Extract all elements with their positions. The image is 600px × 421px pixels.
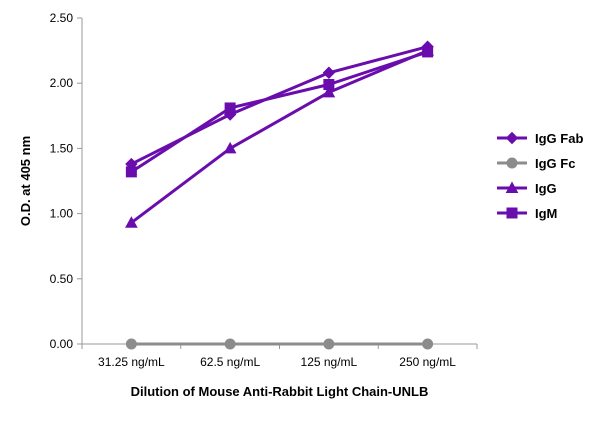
legend-label: IgG Fc [535, 156, 575, 171]
data-point [125, 166, 137, 178]
data-point [322, 66, 336, 79]
data-point [125, 338, 137, 350]
y-tick-label: 0.00 [50, 337, 74, 351]
series-igg-fab [125, 40, 434, 171]
y-tick-label: 1.00 [50, 207, 74, 221]
series-line [130, 50, 429, 174]
series-igm [125, 46, 434, 178]
legend-item: IgG [497, 181, 557, 196]
legend-label: IgM [535, 206, 557, 221]
data-point [224, 338, 236, 350]
data-point [224, 102, 236, 114]
legend-item: IgG Fab [497, 131, 583, 146]
legend: IgG Fab IgG Fc IgG IgM [497, 131, 583, 221]
legend-item: IgG Fc [497, 156, 575, 171]
x-axis-title: Dilution of Mouse Anti-Rabbit Light Chai… [131, 384, 429, 399]
y-axis-title: O.D. at 405 nm [18, 136, 33, 226]
data-point [125, 216, 138, 228]
y-axis-ticks: 0.00 0.50 1.00 1.50 2.00 2.50 [50, 11, 82, 351]
x-axis-ticks: 31.25 ng/mL 62.5 ng/mL 125 ng/mL 250 ng/mL [81, 344, 478, 369]
legend-label: IgG [535, 181, 557, 196]
data-point [323, 79, 335, 91]
legend-label: IgG Fab [535, 131, 583, 146]
data-point [223, 141, 237, 154]
legend-marker [505, 131, 519, 145]
legend-item: IgM [497, 206, 557, 221]
series-line [130, 49, 429, 224]
y-tick-label: 2.50 [50, 11, 74, 25]
y-tick-label: 1.50 [50, 141, 74, 155]
x-tick-label: 250 ng/mL [399, 355, 456, 369]
series-igg [125, 44, 434, 228]
series-igg-fc [125, 338, 434, 350]
series-layer [125, 40, 434, 350]
x-tick-label: 62.5 ng/mL [200, 355, 260, 369]
legend-marker [506, 207, 518, 219]
x-tick-label: 31.25 ng/mL [98, 355, 165, 369]
data-point [322, 85, 336, 98]
legend-marker [506, 157, 518, 169]
y-tick-label: 0.50 [50, 272, 74, 286]
y-tick-label: 2.00 [50, 76, 74, 90]
x-tick-label: 125 ng/mL [301, 355, 358, 369]
legend-marker [505, 181, 519, 193]
data-point [422, 46, 434, 58]
data-point [323, 338, 335, 350]
series-line [130, 45, 429, 166]
data-point [422, 338, 434, 350]
